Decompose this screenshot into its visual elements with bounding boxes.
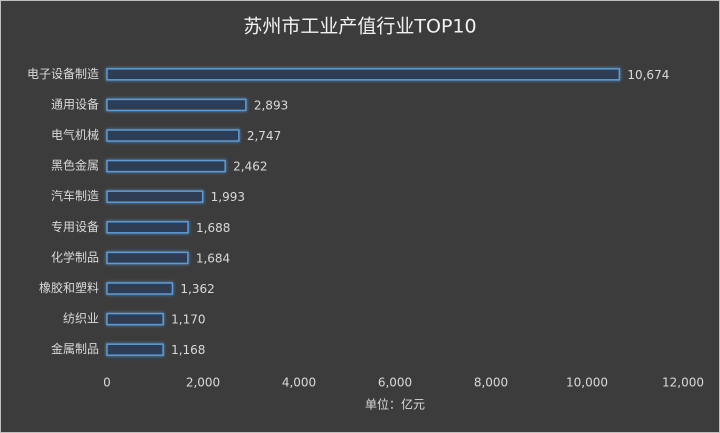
bar	[106, 251, 189, 265]
bar	[106, 343, 164, 356]
bar	[106, 98, 247, 112]
data-label: 10,674	[627, 68, 669, 82]
bar	[106, 159, 226, 173]
data-label: 1,684	[196, 251, 230, 265]
y-tick-label: 化学制品	[51, 249, 99, 264]
x-tick-label: 6,000	[378, 376, 412, 390]
x-tick-label: 4,000	[282, 376, 316, 390]
bar	[106, 190, 204, 203]
y-tick-label: 黑色金属	[51, 158, 99, 173]
data-label: 1,168	[171, 343, 205, 357]
x-axis-title: 单位：亿元	[365, 397, 425, 412]
chart-title: 苏州市工业产值行业TOP10	[243, 16, 476, 38]
y-tick-label: 汽车制造	[51, 188, 99, 203]
data-label: 1,362	[180, 282, 214, 296]
y-tick-label: 橡胶和塑料	[39, 280, 99, 295]
data-label: 2,893	[254, 98, 288, 112]
y-tick-label: 通用设备	[51, 97, 99, 111]
y-tick-label: 电气机械	[51, 127, 99, 142]
data-label: 2,462	[233, 160, 267, 174]
bar	[106, 282, 174, 295]
x-tick-label: 10,000	[566, 376, 608, 390]
y-tick-label: 专用设备	[51, 219, 99, 234]
data-label: 1,170	[171, 313, 205, 327]
data-label: 1,688	[196, 221, 230, 235]
bar	[106, 312, 164, 326]
bar	[106, 221, 189, 234]
x-tick-label: 2,000	[186, 376, 220, 390]
y-tick-label: 金属制品	[51, 341, 99, 356]
bar	[106, 68, 621, 81]
x-tick-label: 12,000	[662, 376, 704, 390]
y-tick-label: 电子设备制造	[27, 67, 99, 81]
x-tick-label: 8,000	[474, 376, 508, 390]
data-label: 2,747	[247, 129, 281, 143]
bar	[106, 129, 240, 142]
x-tick-label: 0	[103, 376, 111, 390]
y-tick-label: 纺织业	[63, 312, 99, 326]
data-label: 1,993	[211, 190, 245, 204]
